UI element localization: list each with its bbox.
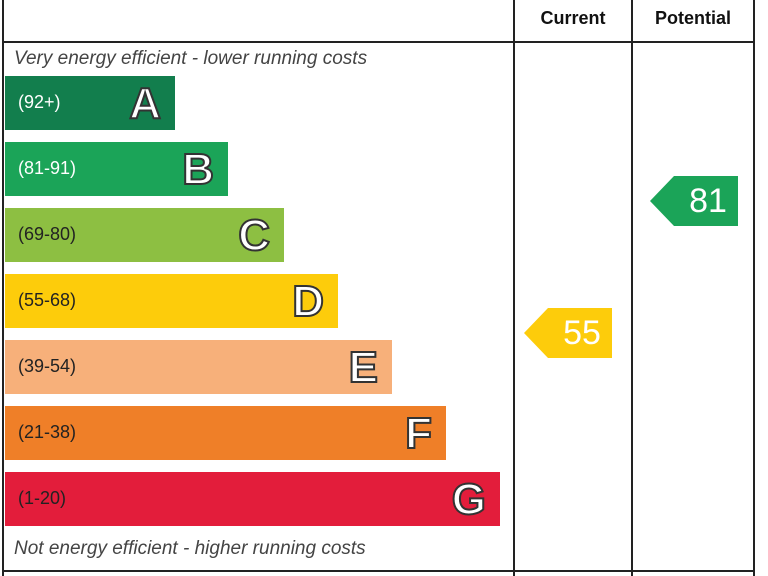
band-range: (81-91): [18, 158, 77, 178]
band: (21-38) F: [5, 406, 446, 460]
frame: [631, 0, 633, 576]
current-value: 55: [563, 314, 601, 352]
band-range: (55-68): [18, 290, 77, 310]
band-letter: C: [237, 210, 271, 261]
band: (69-80) C: [5, 208, 284, 262]
band: (81-91) B: [5, 142, 228, 196]
band: (55-68) D: [5, 274, 338, 328]
potential-arrow: 81: [650, 176, 738, 226]
band-letter: G: [451, 474, 487, 525]
frame: [2, 41, 755, 43]
band: (92+) A: [5, 76, 175, 130]
band-letter: A: [128, 78, 162, 129]
potential-value: 81: [689, 182, 727, 220]
band-range: (92+): [18, 92, 61, 112]
band-letter: E: [348, 342, 379, 393]
frame: [753, 0, 755, 576]
frame: [2, 0, 4, 576]
top-note: Very energy efficient - lower running co…: [14, 48, 368, 69]
band-range: (21-38): [18, 422, 77, 442]
header-potential: Potential: [654, 8, 731, 28]
band-letter: B: [181, 144, 215, 195]
frame: [2, 570, 755, 572]
band-letter: F: [404, 408, 433, 459]
band: (39-54) E: [5, 340, 392, 394]
current-arrow: 55: [524, 308, 612, 358]
band: (1-20) G: [5, 472, 500, 526]
header-current: Current: [540, 8, 606, 28]
bottom-note: Not energy efficient - higher running co…: [14, 538, 366, 559]
frame: [513, 0, 515, 576]
band-range: (69-80): [18, 224, 77, 244]
band-range: (39-54): [18, 356, 77, 376]
band-range: (1-20): [18, 488, 67, 508]
band-letter: D: [291, 276, 325, 327]
